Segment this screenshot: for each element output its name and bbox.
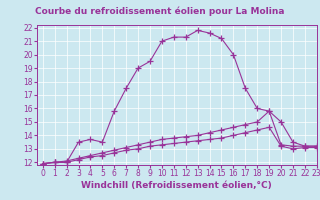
Text: Courbe du refroidissement éolien pour La Molina: Courbe du refroidissement éolien pour La… [35, 6, 285, 16]
X-axis label: Windchill (Refroidissement éolien,°C): Windchill (Refroidissement éolien,°C) [81, 181, 272, 190]
